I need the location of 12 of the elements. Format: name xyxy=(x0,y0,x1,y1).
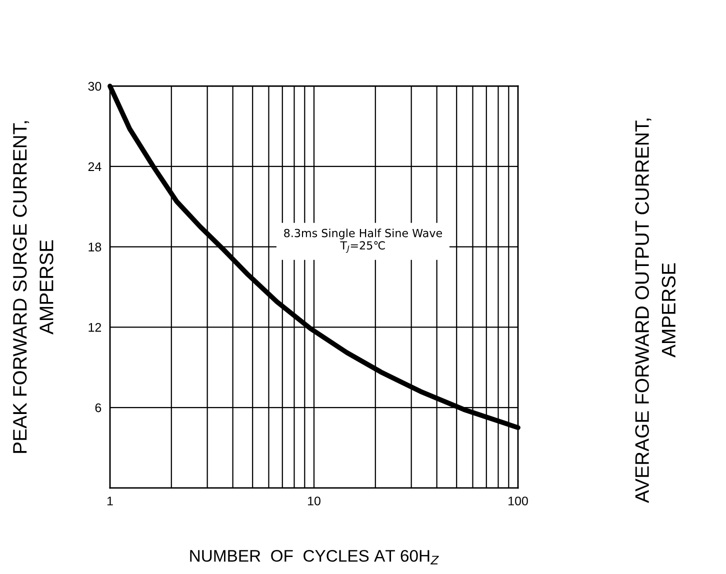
text: AVERAGE FORWARD OUTPUT CURRENT, AMPERSE xyxy=(635,118,676,503)
y-tick-label: 18 xyxy=(88,242,102,252)
annotation: 8.3ms Single Half Sine Wave T$_{J}$=25℃ xyxy=(284,228,442,253)
x-tick-label: 1 xyxy=(107,496,113,506)
y-axis-title: PEAK FORWARD SURGE CURRENT, AMPERSE xyxy=(13,121,54,453)
y-tick-label: 6 xyxy=(95,403,102,412)
x-axis-title: NUMBER OF CYCLES AT 60H$_{Z}$ xyxy=(190,550,439,564)
x-tick-label: 10 xyxy=(308,496,320,506)
x-tick-label: 100 xyxy=(508,496,528,506)
y-tick-label: 30 xyxy=(88,82,102,91)
y-tick-label: 12 xyxy=(88,322,102,332)
y-tick-label: 24 xyxy=(88,162,102,171)
